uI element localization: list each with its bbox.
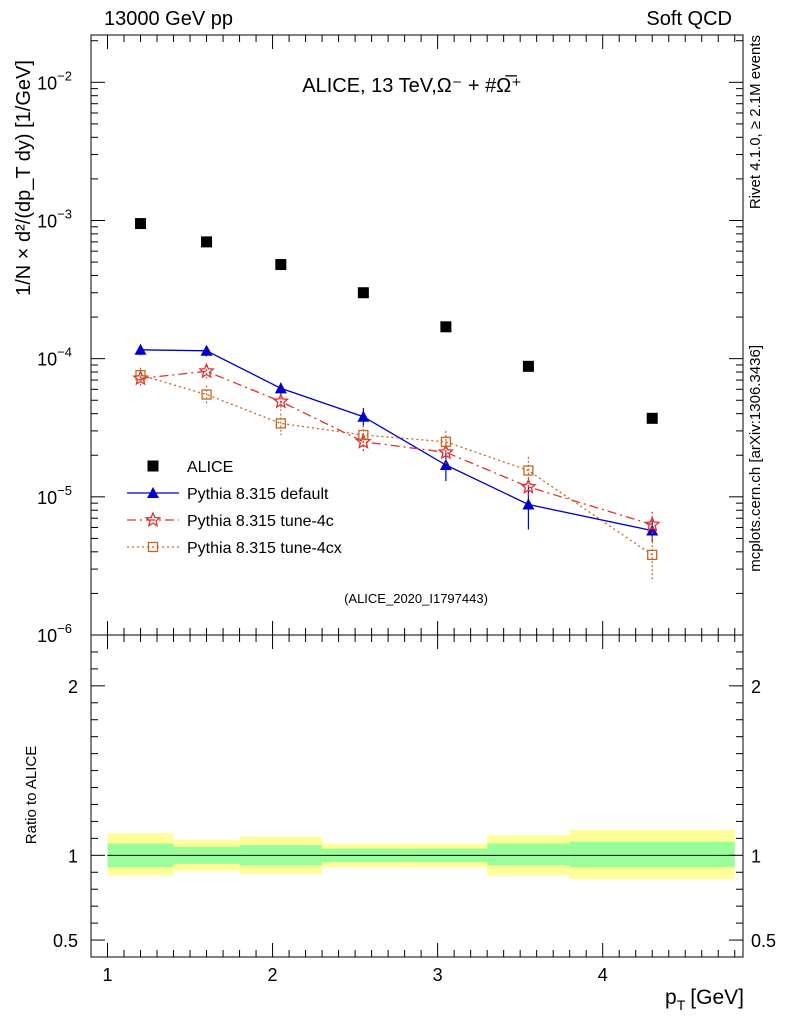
data-point — [522, 498, 535, 510]
data-point — [201, 236, 213, 248]
ratio-y-tick-label-right: 2 — [751, 677, 761, 697]
ratio-y-tick-label-left: 0.5 — [53, 931, 78, 951]
legend-entry-0: ALICE — [147, 459, 233, 476]
legend-marker — [147, 487, 159, 498]
y-tick-label: 10−5 — [37, 483, 72, 508]
x-tick-label: 1 — [102, 965, 112, 985]
x-axis-label: pT [GeV] — [665, 986, 744, 1013]
legend-entry-2: Pythia 8.315 tune-4c — [127, 511, 334, 530]
data-point — [274, 382, 287, 394]
data-marks — [132, 218, 661, 581]
data-point — [272, 392, 290, 409]
chart-title: ALICE, 13 TeV,Ω⁻ + #Ω̅⁺ — [302, 74, 521, 97]
x-axis-label-sub: T — [677, 997, 686, 1013]
data-point — [440, 436, 452, 447]
data-point — [200, 344, 213, 356]
y-axis-label: 1/N × d²/(dp_T dy) [1/GeV] — [13, 60, 35, 296]
analysis-id-label: (ALICE_2020_I1797443) — [344, 591, 488, 606]
y-tick-label: 10−4 — [37, 345, 72, 370]
data-point — [358, 429, 369, 441]
rivet-label: Rivet 4.1.0, ≥ 2.1M events — [747, 35, 764, 209]
data-point — [646, 412, 658, 424]
data-point — [275, 418, 286, 429]
data-point — [439, 458, 452, 470]
x-tick-label: 4 — [598, 965, 608, 985]
legend-marker — [147, 541, 159, 553]
ratio-y-tick-label-right: 1 — [751, 846, 761, 866]
data-point — [275, 259, 287, 271]
data-point — [134, 343, 147, 355]
mcplots-label: mcplots.cern.ch [arXiv:1306.3436] — [747, 345, 764, 572]
x-axis-label-main: p — [665, 986, 677, 1009]
data-point — [520, 478, 537, 495]
ratio-y-axis-label: Ratio to ALICE — [23, 746, 40, 844]
header-right-label: Soft QCD — [646, 8, 732, 30]
legend-label: ALICE — [187, 459, 233, 476]
data-point — [440, 321, 452, 333]
legend-label: Pythia 8.315 tune-4cx — [187, 540, 342, 557]
ratio-y-tick-label-left: 1 — [68, 846, 78, 866]
legend: ALICE Pythia 8.315 default Pythia 8.315 tu… — [127, 459, 342, 557]
legend-marker — [147, 460, 159, 472]
series-line — [140, 349, 653, 532]
data-point — [135, 369, 146, 381]
data-point — [357, 410, 370, 422]
legend-marker — [144, 511, 162, 528]
plot-frames — [90, 34, 744, 958]
y-tick-label: 10−6 — [37, 621, 72, 646]
data-point — [646, 524, 659, 536]
legend-label: Pythia 8.315 default — [187, 486, 329, 503]
ratio-band-inner — [569, 841, 735, 868]
ratio-y-tick-label-left: 2 — [68, 677, 78, 697]
data-point — [523, 465, 534, 476]
data-point — [647, 549, 658, 561]
header-left-label: 13000 GeV pp — [104, 8, 233, 30]
ratio-plot-frame — [90, 634, 744, 958]
x-tick-label: 2 — [268, 965, 278, 985]
x-tick-label: 3 — [433, 965, 443, 985]
data-point — [135, 218, 147, 230]
axes: 1 2 3 4 10−6 10−5 10−4 10−3 10−2 0.5 0.5 1 1 2 2 — [37, 35, 776, 985]
data-point — [522, 360, 534, 372]
data-point — [201, 389, 212, 400]
data-point — [644, 515, 661, 532]
legend-entry-3: Pythia 8.315 tune-4cx — [127, 540, 342, 557]
ratio-band-inner — [487, 843, 570, 866]
data-point — [198, 362, 215, 379]
data-point — [437, 443, 455, 460]
legend-label: Pythia 8.315 tune-4c — [187, 513, 334, 530]
data-point — [357, 287, 369, 299]
series-0 — [135, 218, 658, 424]
legend-entry-1: Pythia 8.315 default — [127, 486, 329, 503]
ratio-y-tick-label-right: 0.5 — [751, 931, 776, 951]
series-3 — [135, 367, 658, 581]
ratio-bands — [107, 829, 735, 880]
x-axis-label-unit: [GeV] — [690, 986, 744, 1009]
y-tick-label: 10−2 — [37, 68, 72, 93]
series-1 — [134, 343, 659, 543]
y-tick-label: 10−3 — [37, 206, 72, 231]
